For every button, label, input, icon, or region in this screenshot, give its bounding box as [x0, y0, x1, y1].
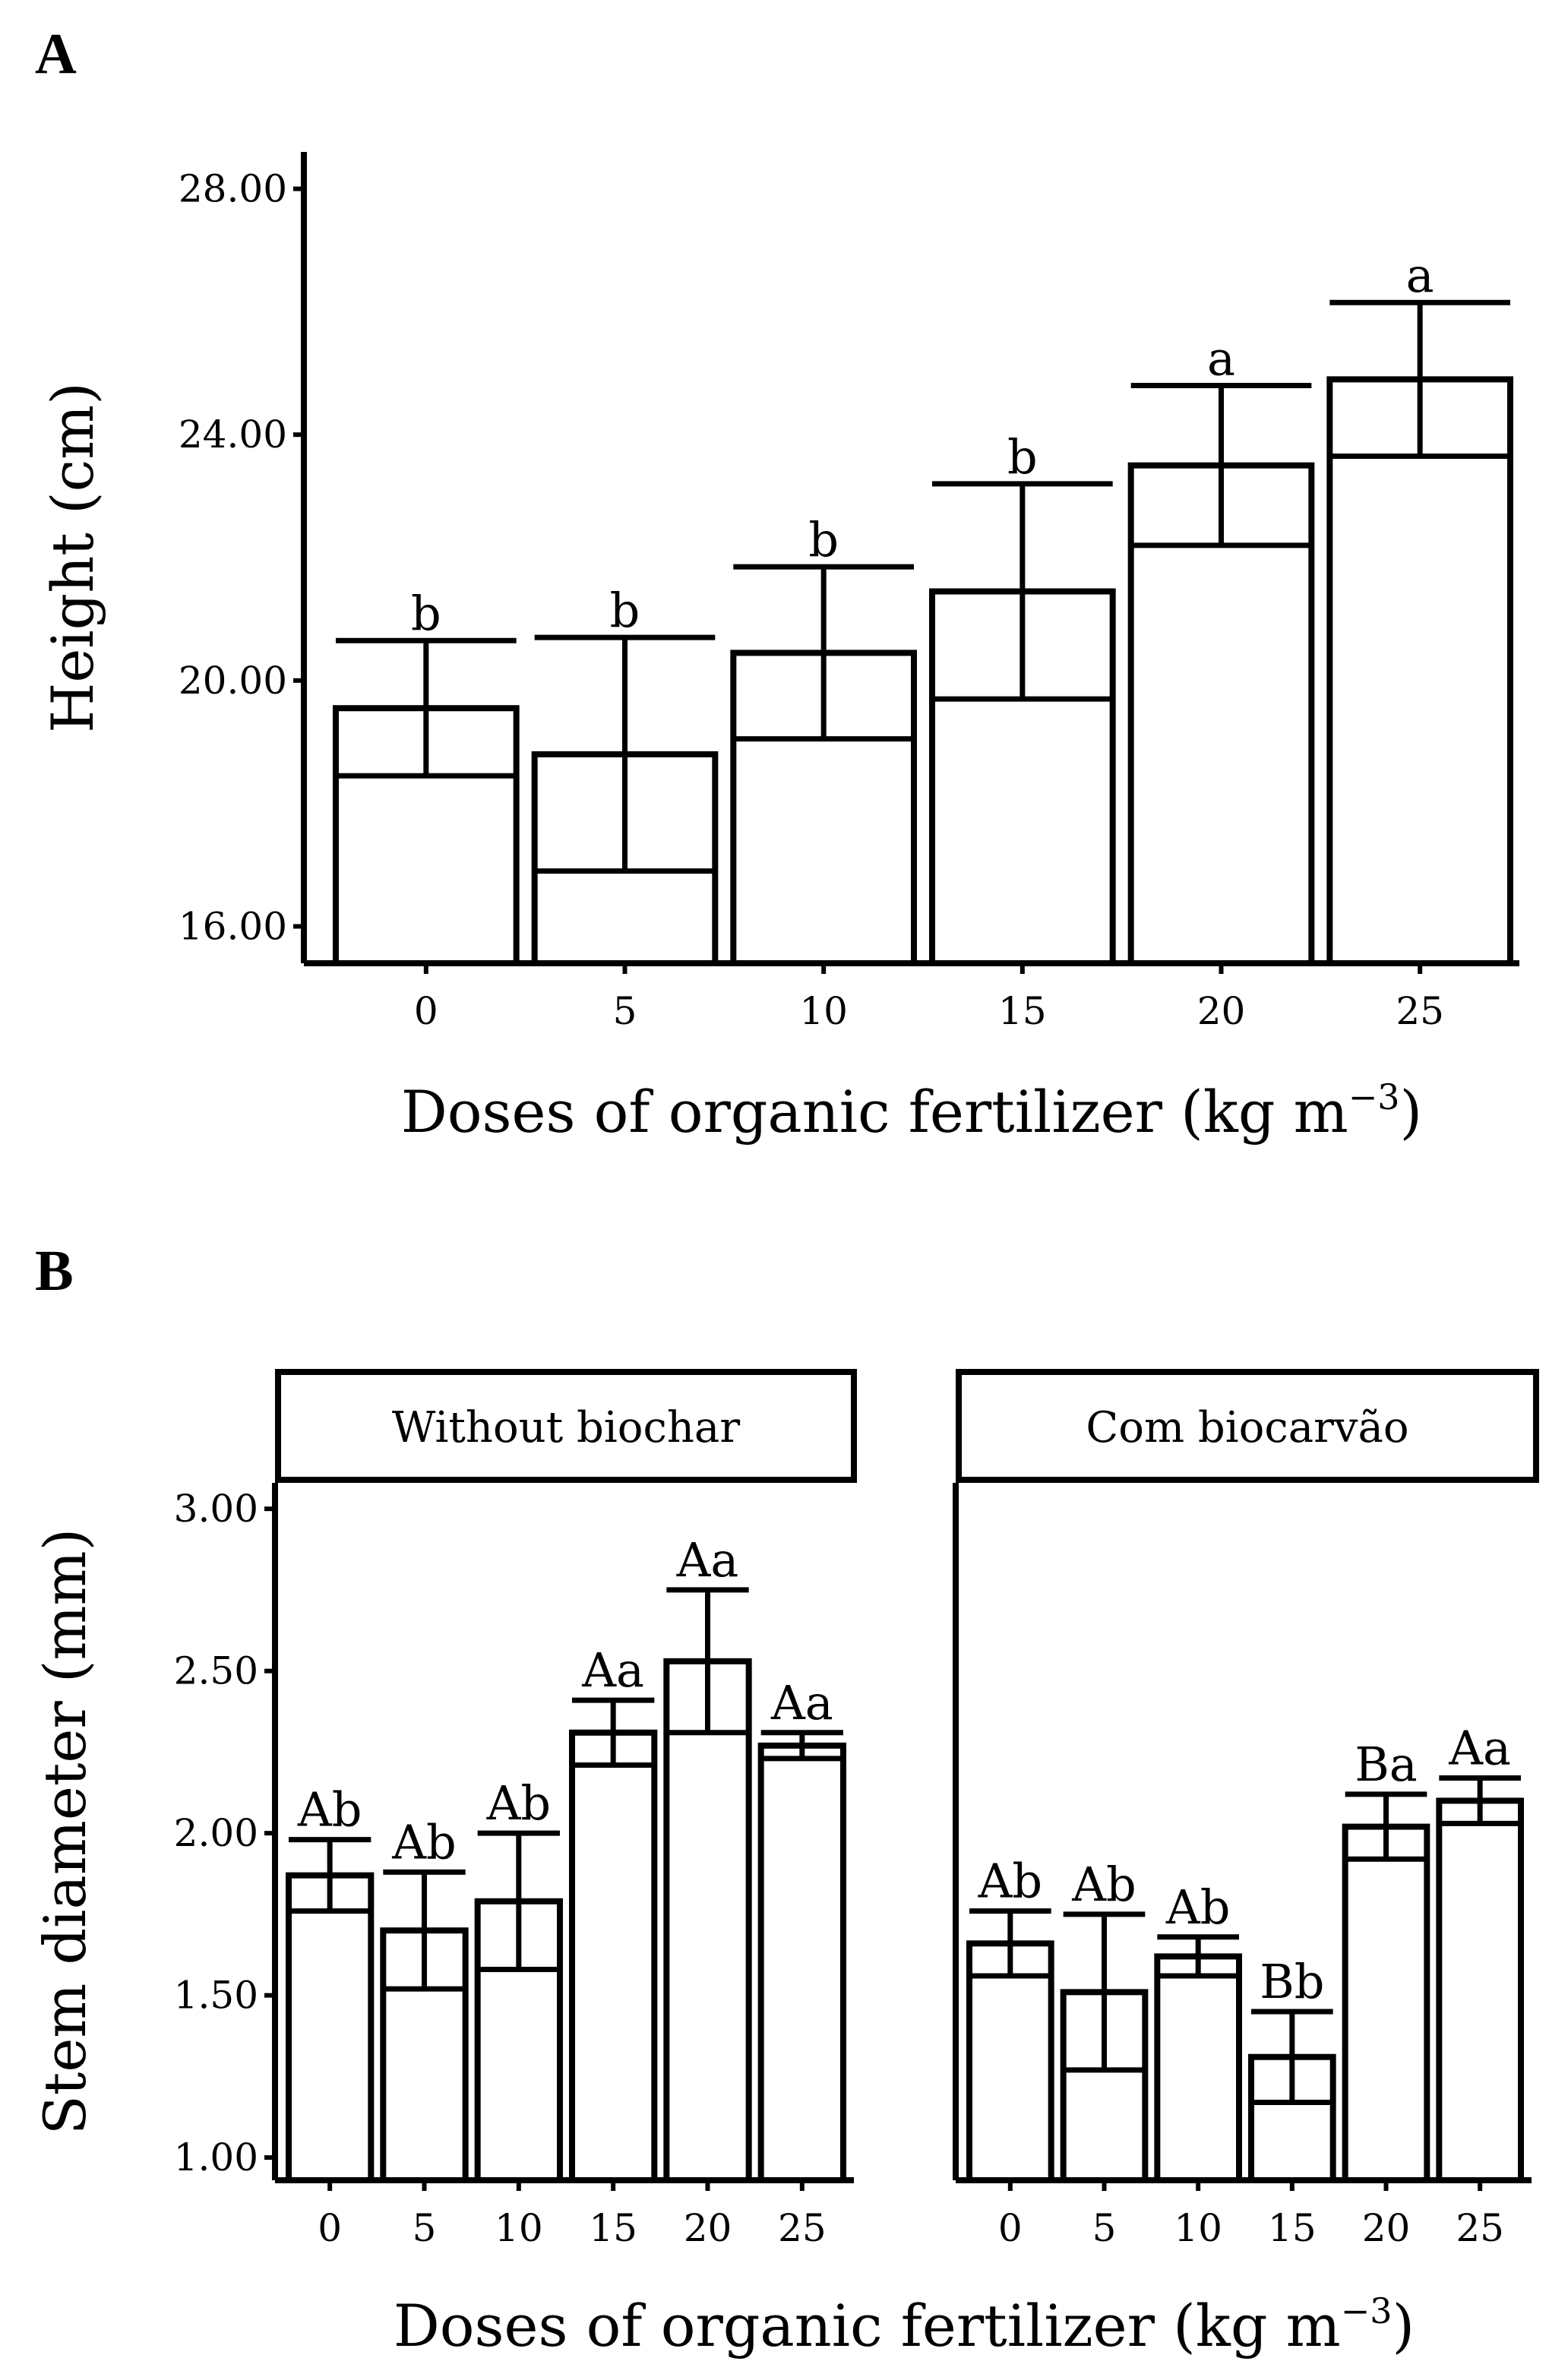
significance-label: Ab	[486, 1775, 551, 1831]
x-tick-label: 5	[413, 2206, 437, 2250]
significance-label: Aa	[1448, 1721, 1511, 1776]
significance-label: Ab	[978, 1854, 1042, 1909]
panel-label-a: A	[35, 22, 77, 86]
x-tick-label: 10	[1174, 2206, 1222, 2250]
x-tick-label: 15	[1268, 2206, 1317, 2250]
bar	[286, 1872, 375, 2183]
x-tick-label: 5	[1092, 2206, 1117, 2250]
bar	[757, 1742, 847, 2183]
bar	[1342, 1823, 1430, 2184]
y-axis-title: Stem diameter (mm)	[31, 1528, 99, 2135]
y-tick-label: 28.00	[179, 167, 287, 211]
significance-label: b	[610, 583, 640, 638]
y-tick-label: 1.50	[174, 1974, 258, 2018]
bar	[663, 1658, 752, 2183]
significance-label: Ba	[1355, 1737, 1418, 1792]
facet-panel: Com biocarvão Ab 0 Ab 5 Ab 10 Bb 15 Ba 20 Aa 25	[953, 1369, 1539, 2250]
significance-label: Ab	[297, 1782, 362, 1838]
significance-label: Ab	[1165, 1879, 1230, 1935]
bar	[966, 1940, 1054, 2183]
panel-label-b: B	[35, 1239, 74, 1303]
x-tick-label: 15	[589, 2206, 637, 2250]
significance-label: Ab	[1071, 1857, 1136, 1912]
significance-label: Aa	[770, 1675, 833, 1731]
x-tick-label: 10	[495, 2206, 543, 2250]
y-axis-title: Height (cm)	[39, 382, 106, 733]
facet-title: Com biocarvão	[1086, 1403, 1408, 1452]
x-tick-label: 0	[318, 2206, 342, 2250]
x-tick-label: 15	[998, 989, 1047, 1033]
y-tick-label: 20.00	[179, 659, 287, 703]
facet-strip	[275, 1369, 857, 1483]
facet-strip	[956, 1369, 1539, 1483]
x-tick-label: 20	[1197, 989, 1246, 1033]
y-tick-label: 24.00	[179, 412, 287, 457]
x-tick-label: 25	[1456, 2206, 1504, 2250]
significance-label: b	[808, 512, 839, 567]
significance-label: Aa	[581, 1642, 644, 1698]
significance-label: a	[1406, 248, 1434, 303]
y-tick-label: 2.00	[174, 1811, 258, 1855]
facet-title: Without biochar	[392, 1403, 740, 1452]
x-tick-label: 0	[998, 2206, 1023, 2250]
bar	[1154, 1953, 1243, 2183]
significance-label: Bb	[1260, 1954, 1324, 2009]
significance-label: b	[1007, 429, 1038, 485]
significance-label: b	[411, 586, 441, 641]
x-axis-title: Doses of organic fertilizer (kg m−3)	[394, 2290, 1415, 2360]
y-tick-label: 1.00	[174, 2135, 258, 2179]
y-tick-label: 3.00	[174, 1487, 258, 1531]
height-chart: b 0 b 5 b 10 b 15 a 20 a 25 16.00 20.00 24.00 28.00 Heig…	[39, 152, 1519, 1146]
bar	[1436, 1797, 1525, 2184]
y-tick-label: 2.50	[174, 1649, 258, 1693]
x-tick-label: 25	[778, 2206, 827, 2250]
bar	[1326, 376, 1514, 966]
y-tick-label: 16.00	[179, 904, 287, 948]
bar	[569, 1729, 658, 2183]
x-tick-label: 20	[684, 2206, 732, 2250]
x-axis-title: Doses of organic fertilizer (kg m−3)	[401, 1076, 1422, 1146]
x-tick-label: 10	[799, 989, 848, 1033]
facet-panel: Without biochar Ab 0 Ab 5 Ab 10 Aa 15 Aa 20 Aa 25 1.0…	[174, 1369, 857, 2250]
stem-diameter-chart: Without biochar Ab 0 Ab 5 Ab 10 Aa 15 Aa 20 Aa 25 1.0…	[31, 1369, 1539, 2360]
x-tick-label: 25	[1396, 989, 1444, 1033]
significance-label: a	[1207, 330, 1235, 386]
significance-label: Ab	[391, 1814, 456, 1870]
x-tick-label: 20	[1362, 2206, 1411, 2250]
x-tick-label: 5	[613, 989, 637, 1033]
bar	[1127, 462, 1315, 966]
x-tick-label: 0	[414, 989, 438, 1033]
significance-label: Aa	[676, 1532, 739, 1588]
